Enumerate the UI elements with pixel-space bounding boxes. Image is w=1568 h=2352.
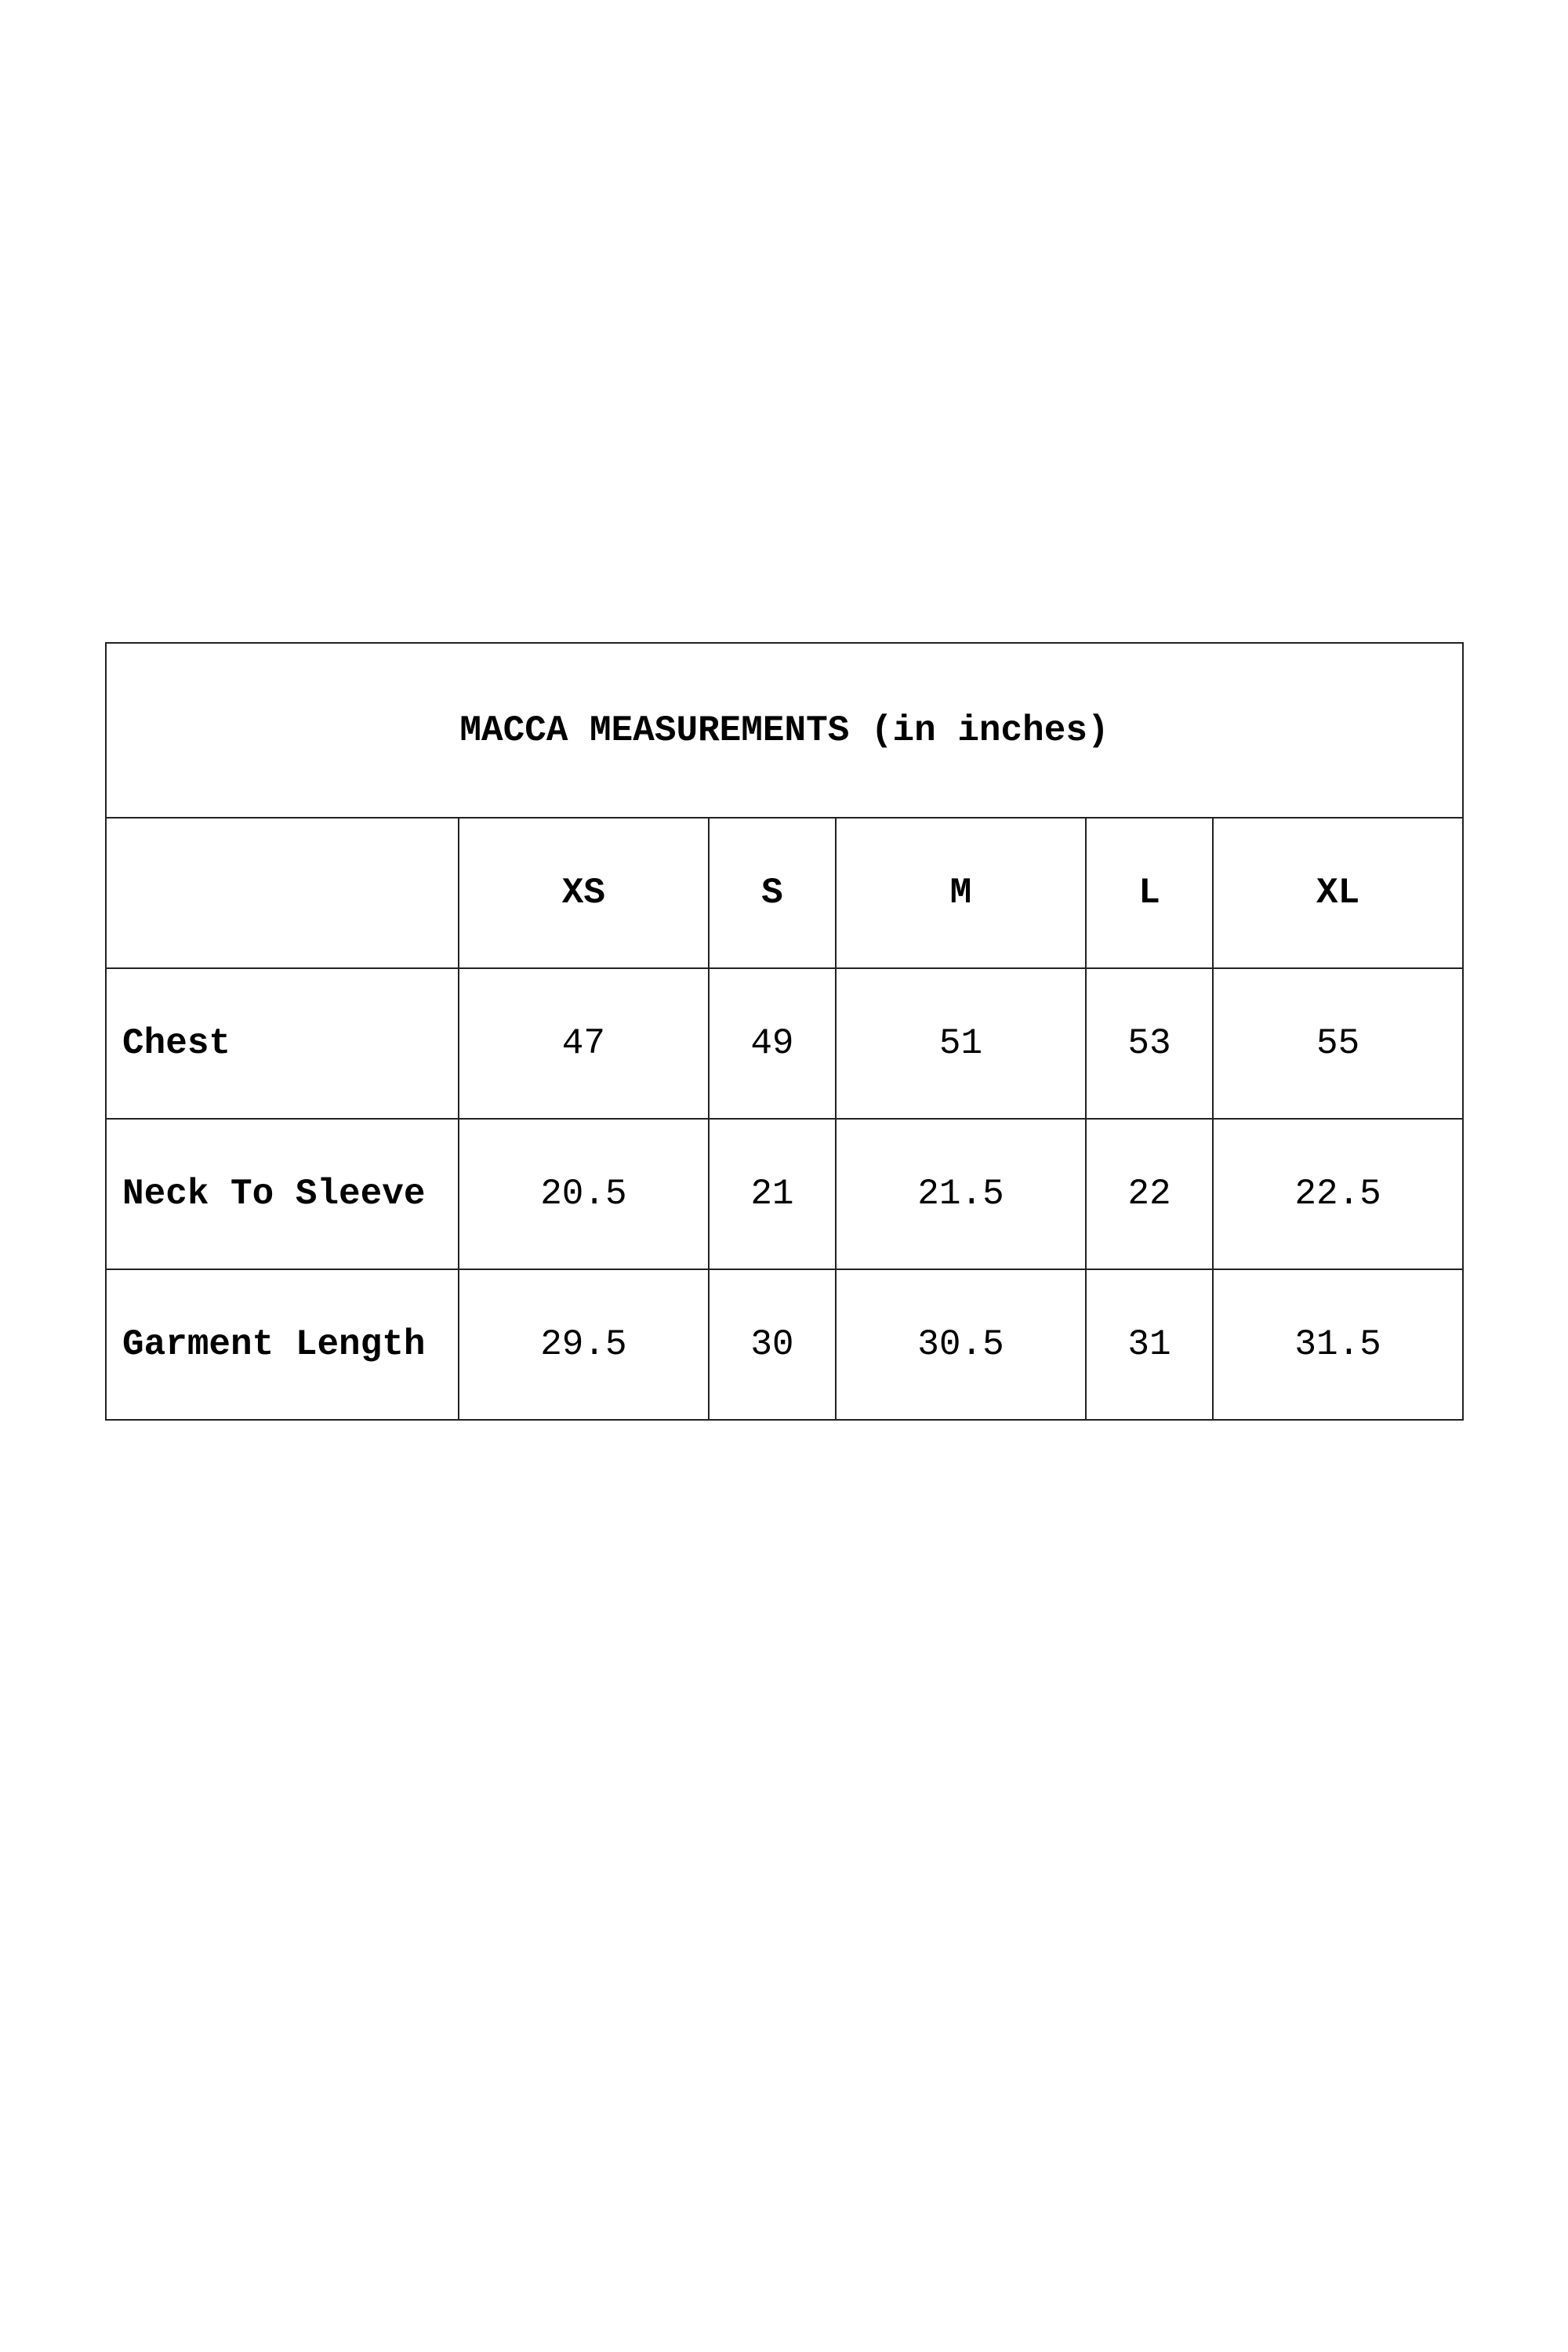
table-cell: 47: [458, 967, 710, 1120]
row-label: Chest: [105, 967, 459, 1120]
size-header: S: [707, 817, 837, 969]
table-cell: 31.5: [1212, 1269, 1464, 1421]
table-cell: 55: [1212, 967, 1464, 1120]
size-header: L: [1084, 817, 1214, 969]
size-header: XS: [458, 817, 710, 969]
corner-cell: [105, 817, 459, 969]
row-label: Garment Length: [105, 1269, 459, 1421]
row-label: Neck To Sleeve: [105, 1118, 459, 1270]
table-row: Chest 47 49 51 53 55: [105, 967, 1464, 1120]
table-cell: 30: [707, 1269, 837, 1421]
table-row: Neck To Sleeve 20.5 21 21.5 22 22.5: [105, 1118, 1464, 1270]
table-cell: 53: [1084, 967, 1214, 1120]
size-header: M: [835, 817, 1087, 969]
size-header: XL: [1212, 817, 1464, 969]
table-cell: 30.5: [835, 1269, 1087, 1421]
table-title: MACCA MEASUREMENTS (in inches): [105, 642, 1464, 818]
table-cell: 29.5: [458, 1269, 710, 1421]
table-cell: 51: [835, 967, 1087, 1120]
table-cell: 20.5: [458, 1118, 710, 1270]
size-header-row: XS S M L XL: [105, 817, 1464, 969]
table-cell: 21: [707, 1118, 837, 1270]
table-cell: 21.5: [835, 1118, 1087, 1270]
table-row: Garment Length 29.5 30 30.5 31 31.5: [105, 1269, 1464, 1421]
size-chart-table: MACCA MEASUREMENTS (in inches) XS S M L …: [105, 642, 1464, 1421]
table-cell: 22: [1084, 1118, 1214, 1270]
table-cell: 49: [707, 967, 837, 1120]
table-cell: 22.5: [1212, 1118, 1464, 1270]
table-cell: 31: [1084, 1269, 1214, 1421]
